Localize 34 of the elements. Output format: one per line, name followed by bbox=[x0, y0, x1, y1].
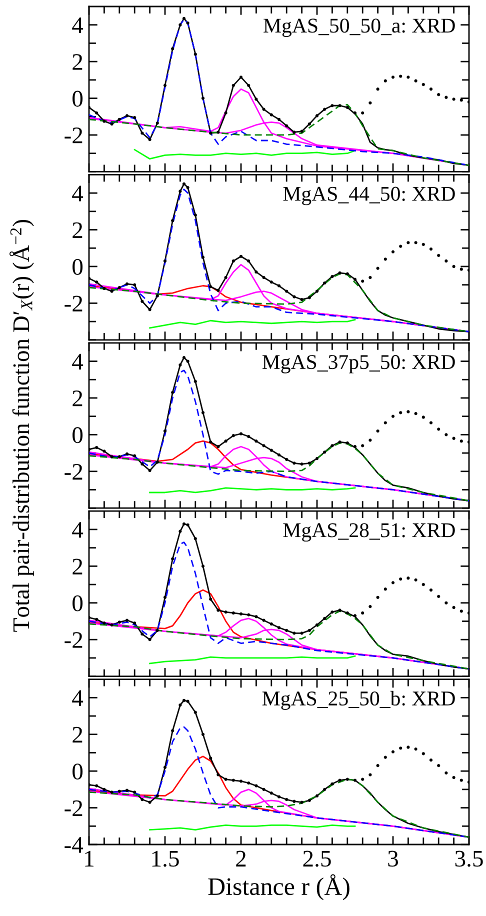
x-tick-label: 2.5 bbox=[303, 850, 331, 867]
y-tick-label: 2 bbox=[72, 390, 82, 406]
y-tick-label: 4 bbox=[72, 354, 84, 370]
y-tick-label: -2 bbox=[64, 800, 82, 816]
y-tick-label: 4 bbox=[72, 522, 84, 538]
y-tick-label: 0 bbox=[72, 427, 83, 444]
text: MgAS_50_50_a: XRD bbox=[264, 18, 455, 37]
y-tick-label: 4 bbox=[72, 186, 84, 202]
x-tick-label: 3 bbox=[388, 850, 398, 867]
text: MgAS_44_50: XRD bbox=[283, 186, 455, 206]
y-tick-label: 4 bbox=[72, 690, 84, 706]
y-tick-label: 0 bbox=[72, 764, 83, 780]
x-tick-label: 1 bbox=[85, 850, 94, 866]
text: MgAS_28_51: XRD bbox=[283, 523, 455, 542]
y-tick-label: -2 bbox=[64, 632, 82, 648]
x-axis-title: Distance r (Å) bbox=[208, 874, 350, 900]
y-tick-label: -2 bbox=[64, 464, 82, 480]
y-tick-label: 0 bbox=[72, 258, 83, 275]
y-tick-label: 2 bbox=[72, 222, 82, 238]
x-tick-label: 3.5 bbox=[455, 850, 483, 867]
y-tick-label: -4 bbox=[64, 837, 84, 853]
y-tick-label: 0 bbox=[72, 90, 83, 107]
y-tick-label: 2 bbox=[72, 726, 82, 743]
y-tick-label: 0 bbox=[72, 595, 83, 612]
text: MgAS_25_50_b: XRD bbox=[262, 690, 455, 710]
y-tick-label: 2 bbox=[72, 54, 82, 70]
x-tick-label: 2 bbox=[236, 850, 246, 866]
y-tick-label: -2 bbox=[64, 296, 82, 312]
y-tick-label: 4 bbox=[72, 18, 84, 34]
x-tick-label: 1.5 bbox=[152, 850, 179, 867]
y-tick-label: 2 bbox=[72, 558, 82, 574]
text: MgAS_37p5_50: XRD bbox=[262, 355, 455, 374]
y-axis-title: Total pair-distribution function D′$_{X}$(r) (Å$^{−2}$) bbox=[9, 220, 34, 632]
y-tick-label: -2 bbox=[64, 128, 82, 144]
